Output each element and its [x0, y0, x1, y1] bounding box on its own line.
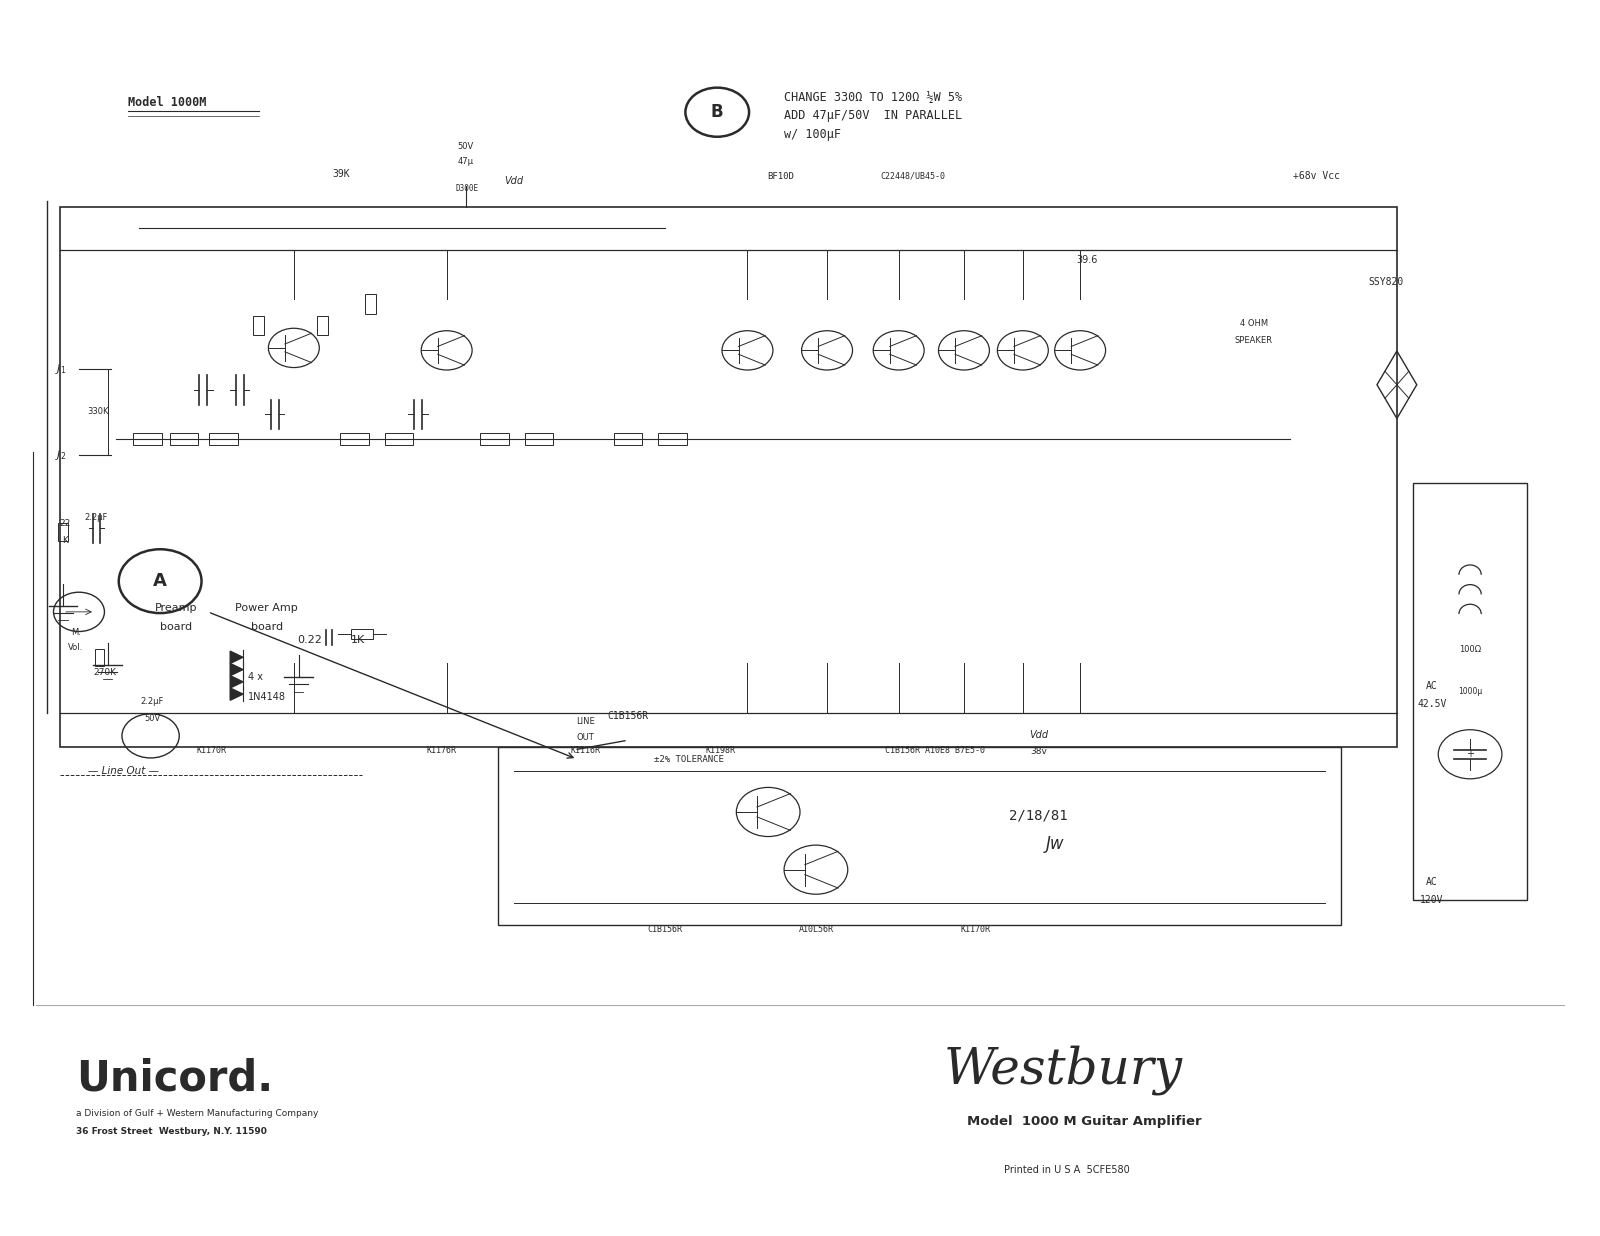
Text: 2/18/81: 2/18/81 [1010, 808, 1069, 822]
Text: Model 1000M: Model 1000M [128, 95, 206, 109]
Bar [170, 434, 198, 445]
Bar [59, 206, 1397, 747]
Bar [58, 524, 67, 540]
Text: a Division of Gulf + Western Manufacturing Company: a Division of Gulf + Western Manufacturi… [75, 1110, 318, 1119]
Text: board: board [251, 622, 283, 632]
Text: CHANGE 330Ω TO 120Ω ½W 5%: CHANGE 330Ω TO 120Ω ½W 5% [784, 91, 962, 104]
Text: Vol.: Vol. [69, 643, 83, 651]
Text: SPEAKER: SPEAKER [1235, 336, 1272, 345]
Text: AC: AC [1426, 878, 1438, 887]
Text: Westbury: Westbury [944, 1044, 1182, 1095]
Text: K1176R: K1176R [427, 747, 458, 755]
Text: Printed in U S A  5CFE580: Printed in U S A 5CFE580 [1003, 1166, 1130, 1175]
Text: 330K: 330K [86, 408, 109, 417]
Bar [658, 434, 686, 445]
Bar [350, 629, 373, 639]
Text: 50V: 50V [144, 714, 160, 723]
Text: B: B [710, 103, 723, 121]
Text: K1198R: K1198R [706, 747, 736, 755]
Text: C1B156R A10E8 B7E5-0: C1B156R A10E8 B7E5-0 [885, 747, 986, 755]
Polygon shape [230, 676, 243, 688]
Text: +68v Vcc: +68v Vcc [1293, 171, 1341, 180]
Text: 42.5V: 42.5V [1418, 698, 1446, 709]
Text: 47µ: 47µ [458, 157, 474, 166]
Text: 36 Frost Street  Westbury, N.Y. 11590: 36 Frost Street Westbury, N.Y. 11590 [75, 1127, 267, 1136]
Text: ±2% TOLERANCE: ±2% TOLERANCE [654, 755, 723, 764]
Text: C1B156R: C1B156R [608, 711, 648, 722]
Text: AC: AC [1426, 681, 1438, 691]
Text: C1B156R: C1B156R [648, 926, 682, 934]
Bar [317, 315, 328, 335]
Bar [253, 315, 264, 335]
Text: +: + [1466, 749, 1474, 759]
Text: 2.2µF: 2.2µF [85, 513, 109, 522]
Bar [210, 434, 238, 445]
Text: 100Ω: 100Ω [1459, 645, 1482, 654]
Text: LINE: LINE [576, 717, 595, 726]
Text: 120V: 120V [1421, 895, 1443, 905]
Bar [133, 434, 162, 445]
Text: 4 OHM: 4 OHM [1240, 319, 1267, 328]
Bar [384, 434, 413, 445]
Text: 39.6: 39.6 [1075, 255, 1098, 265]
Text: 39K: 39K [333, 168, 350, 178]
Bar [1413, 483, 1528, 900]
Text: K1170R: K1170R [197, 747, 226, 755]
Text: 50V: 50V [458, 142, 474, 151]
Text: C22448/UB45-0: C22448/UB45-0 [880, 172, 946, 180]
Text: 270K: 270K [93, 667, 115, 676]
Bar [480, 434, 509, 445]
Text: Vdd: Vdd [1029, 729, 1048, 739]
Polygon shape [230, 688, 243, 701]
Text: 4 x: 4 x [248, 672, 262, 682]
Text: K1116R: K1116R [570, 747, 600, 755]
Text: 1K: 1K [350, 635, 365, 645]
Bar [365, 294, 376, 314]
Text: K: K [62, 536, 67, 545]
Text: A: A [154, 572, 166, 590]
Bar [341, 434, 368, 445]
Text: BF10D: BF10D [768, 172, 794, 180]
Bar [614, 434, 643, 445]
Text: Power Amp: Power Amp [235, 603, 298, 613]
Text: OUT: OUT [576, 733, 594, 742]
Bar [94, 649, 104, 666]
Text: Model  1000 M Guitar Amplifier: Model 1000 M Guitar Amplifier [966, 1115, 1202, 1127]
Text: 1000µ: 1000µ [1458, 687, 1482, 696]
Text: A10L56R: A10L56R [798, 926, 834, 934]
Text: Unicord.: Unicord. [75, 1057, 274, 1099]
Text: $J_1$: $J_1$ [54, 362, 66, 376]
Text: $J_2$: $J_2$ [54, 449, 66, 462]
Text: board: board [160, 622, 192, 632]
Text: D300E: D300E [456, 184, 478, 193]
Text: ADD 47µF/50V  IN PARALLEL: ADD 47µF/50V IN PARALLEL [784, 109, 962, 122]
Bar [525, 434, 554, 445]
Bar [498, 747, 1341, 925]
Text: M.: M. [70, 628, 80, 638]
Text: Jw: Jw [1045, 834, 1064, 853]
Polygon shape [230, 651, 243, 664]
Text: 22: 22 [59, 519, 70, 528]
Text: SSY820: SSY820 [1368, 277, 1403, 287]
Text: 38v: 38v [1030, 748, 1046, 756]
Text: 1N4148: 1N4148 [248, 692, 286, 702]
Text: — Line Out —: — Line Out — [88, 766, 158, 776]
Text: 2.2µF: 2.2µF [141, 697, 163, 706]
Text: 0.22: 0.22 [298, 635, 322, 645]
Text: Preamp: Preamp [155, 603, 197, 613]
Polygon shape [230, 664, 243, 676]
Text: w/ 100µF: w/ 100µF [784, 127, 842, 141]
Text: K1170R: K1170R [960, 926, 990, 934]
Text: Vdd: Vdd [504, 176, 523, 185]
